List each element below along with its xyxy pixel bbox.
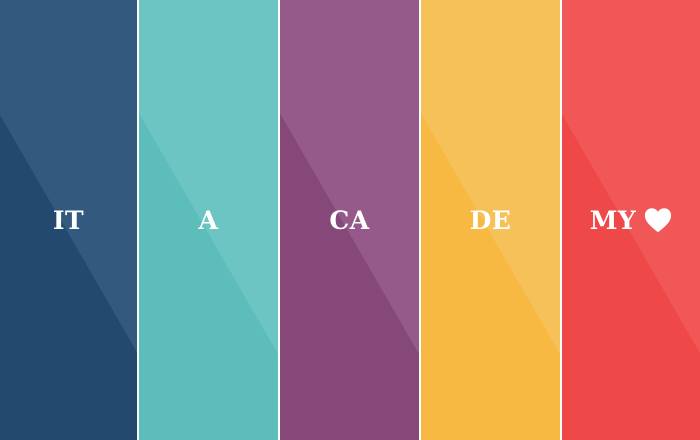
panel-label-de: DE	[469, 205, 512, 235]
panel-group-my: MY	[590, 206, 673, 235]
panel-it: IT	[0, 0, 137, 440]
heart-icon	[645, 208, 672, 233]
panel-label-it: IT	[52, 205, 85, 235]
panel-label-a: A	[198, 205, 219, 235]
panel-label-my: MY	[589, 205, 637, 235]
panel-my: MY	[562, 0, 700, 440]
panel-a: A	[139, 0, 278, 440]
panel-label-ca: CA	[329, 205, 370, 235]
panel-de: DE	[421, 0, 560, 440]
panel-ca: CA	[280, 0, 419, 440]
